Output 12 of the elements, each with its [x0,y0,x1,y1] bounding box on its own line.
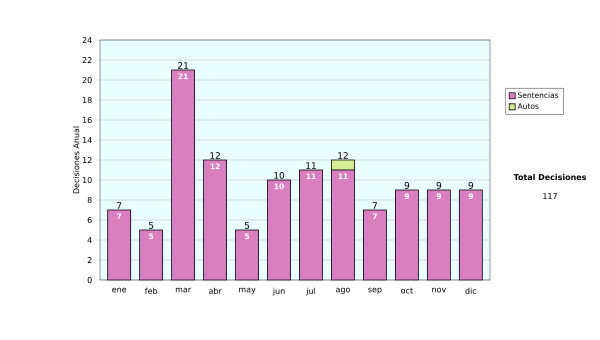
total-label: 5 [244,222,250,229]
total-label: 9 [468,182,474,189]
total-label: 12 [338,152,348,159]
total-label: 12 [210,152,220,159]
total-label: 9 [404,182,410,189]
total-label: 21 [178,62,188,69]
total-label: 5 [148,222,154,229]
total-label: 7 [372,202,378,209]
total-label: 10 [274,172,284,179]
total-label: 7 [117,202,122,209]
total-label: 9 [436,182,442,189]
total-label: 11 [306,162,316,169]
